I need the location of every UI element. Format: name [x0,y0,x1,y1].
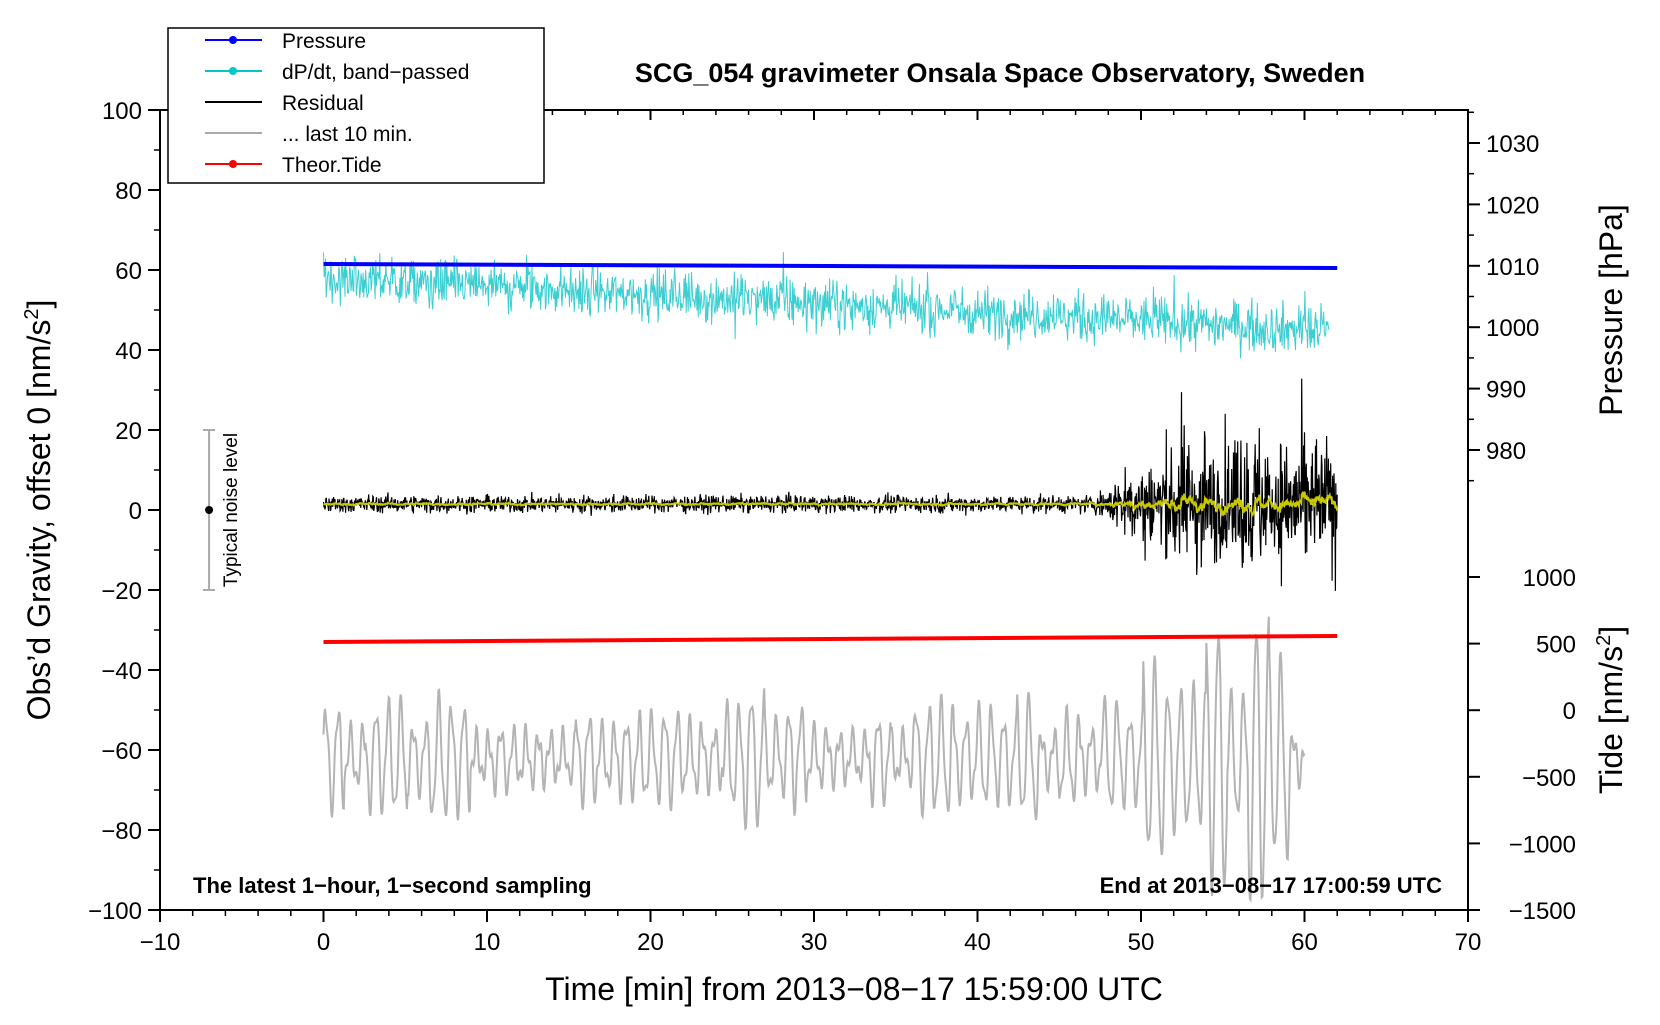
legend-box [167,27,545,184]
x-tick-label: 10 [474,929,501,956]
x-tick-label: 50 [1128,929,1155,956]
legend-item: ... last 10 min. [205,123,413,146]
legend-item: dP/dt, band−passed [205,61,469,84]
x-tick-label: 0 [317,929,330,956]
pressure-axis-label: Pressure [hPa] [1593,204,1629,416]
pressure-tick-label: 1010 [1486,254,1539,281]
tide-tick-label: 0 [1563,698,1576,725]
legend-label: ... last 10 min. [282,123,413,146]
y-tick-label: −20 [101,578,142,605]
series-theor-tide [323,634,1338,644]
pressure-tick-label: 1030 [1486,131,1539,158]
tide-tick-label: −500 [1522,765,1576,792]
x-axis-label: Time [min] from 2013−08−17 15:59:00 UTC [545,971,1163,1007]
y-tick-label: −40 [101,658,142,685]
tide-axis-ticks: −1500 −1000 −500 0 500 1000 [1468,565,1576,925]
y-tick-label: −60 [101,738,142,765]
legend-item: Pressure [205,30,366,53]
sampling-note: The latest 1−hour, 1−second sampling [193,873,592,898]
y-axis-ticks: −100 −80 −60 −40 −20 0 20 40 60 80 100 [88,98,160,925]
x-tick-label: 70 [1455,929,1482,956]
legend-label: Theor.Tide [282,154,382,177]
x-tick-label: 30 [801,929,828,956]
tide-tick-label: 500 [1536,632,1576,659]
series-group [322,252,1339,904]
y-axis-label-left-end: ] [21,300,57,309]
y-tick-label: 0 [129,498,142,525]
noise-bar [203,429,216,591]
pressure-tick-label: 980 [1486,438,1526,465]
pressure-tick-label: 1000 [1486,315,1539,342]
series-residual-smoothed [323,490,1339,517]
x-tick-label: 20 [637,929,664,956]
y-axis-label-left-sup: 2 [21,309,43,320]
series-last-10-min [322,616,1306,904]
chart-title: SCG_054 gravimeter Onsala Space Observat… [635,58,1365,88]
series-pressure [323,262,1338,270]
y-tick-label: −80 [101,818,142,845]
legend-label: Residual [282,92,364,115]
legend-label: Pressure [282,30,366,53]
legend-label: dP/dt, band−passed [282,61,469,84]
y-tick-label: 60 [115,258,142,285]
end-time-note: End at 2013−08−17 17:00:59 UTC [1100,873,1443,898]
legend-item: Theor.Tide [205,154,382,177]
x-axis-ticks: −10 0 10 20 30 40 50 60 70 [140,110,1482,956]
legend-swatch-marker [229,160,237,168]
noise-bar-center-dot [205,506,214,514]
legend: Pressure dP/dt, band−passed Residual ... la… [167,27,545,184]
y-tick-label: −100 [88,898,142,925]
pressure-axis-ticks: 980 990 1000 1010 1020 1030 [1468,111,1539,482]
series-residual [322,378,1338,591]
tide-axis-label-main: Tide [nm/s [1593,646,1629,794]
pressure-tick-label: 1020 [1486,192,1539,219]
tide-tick-label: −1500 [1509,898,1576,925]
noise-level-label: Typical noise level [221,433,242,587]
tide-axis-label-sup: 2 [1593,635,1615,646]
legend-item: Residual [205,92,364,115]
tide-tick-label: 1000 [1523,565,1576,592]
y-axis-label-left: Obs’d Gravity, offset 0 [nm/s2] [21,300,57,721]
x-tick-label: 60 [1291,929,1318,956]
y-tick-label: 100 [102,98,142,125]
pressure-tick-label: 990 [1486,377,1526,404]
legend-swatch-marker [229,67,237,75]
tide-axis-label-end: ] [1593,626,1629,635]
tide-axis-label: Tide [nm/s2] [1593,626,1629,794]
legend-swatch-marker [229,36,237,44]
x-tick-label: −10 [140,929,181,956]
y-tick-label: 80 [115,178,142,205]
tide-tick-label: −1000 [1509,831,1576,858]
x-tick-label: 40 [964,929,991,956]
y-tick-label: 40 [115,338,142,365]
y-axis-label-left-main: Obs’d Gravity, offset 0 [nm/s [21,320,57,721]
y-tick-label: 20 [115,418,142,445]
series-dpdt [323,252,1330,359]
